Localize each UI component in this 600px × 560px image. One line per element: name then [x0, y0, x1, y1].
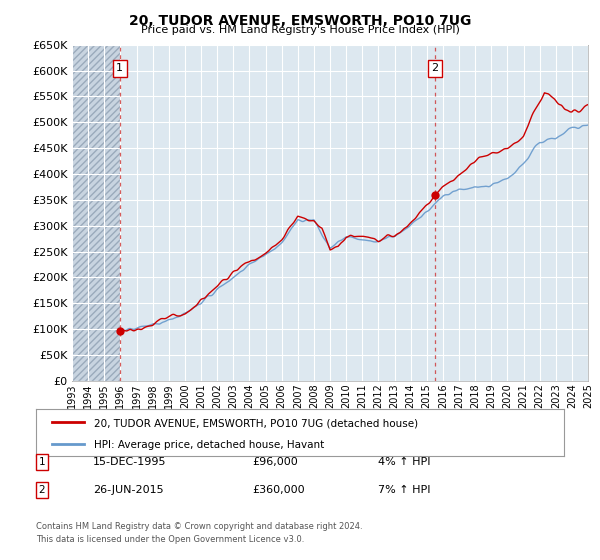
Text: Price paid vs. HM Land Registry's House Price Index (HPI): Price paid vs. HM Land Registry's House … [140, 25, 460, 35]
Bar [72, 45, 120, 381]
Text: 26-JUN-2015: 26-JUN-2015 [93, 485, 164, 495]
Text: 7% ↑ HPI: 7% ↑ HPI [378, 485, 431, 495]
Bar [72, 45, 120, 381]
Text: £360,000: £360,000 [252, 485, 305, 495]
Text: This data is licensed under the Open Government Licence v3.0.: This data is licensed under the Open Gov… [36, 535, 304, 544]
Text: 15-DEC-1995: 15-DEC-1995 [93, 457, 167, 467]
Text: 2: 2 [38, 485, 46, 495]
Text: 2: 2 [431, 63, 438, 73]
Text: 1: 1 [38, 457, 46, 467]
Text: 20, TUDOR AVENUE, EMSWORTH, PO10 7UG (detached house): 20, TUDOR AVENUE, EMSWORTH, PO10 7UG (de… [94, 418, 418, 428]
Text: 20, TUDOR AVENUE, EMSWORTH, PO10 7UG: 20, TUDOR AVENUE, EMSWORTH, PO10 7UG [129, 14, 471, 28]
Text: HPI: Average price, detached house, Havant: HPI: Average price, detached house, Hava… [94, 440, 325, 450]
Text: Contains HM Land Registry data © Crown copyright and database right 2024.: Contains HM Land Registry data © Crown c… [36, 522, 362, 531]
Text: 1: 1 [116, 63, 123, 73]
Text: 4% ↑ HPI: 4% ↑ HPI [378, 457, 431, 467]
Text: £96,000: £96,000 [252, 457, 298, 467]
